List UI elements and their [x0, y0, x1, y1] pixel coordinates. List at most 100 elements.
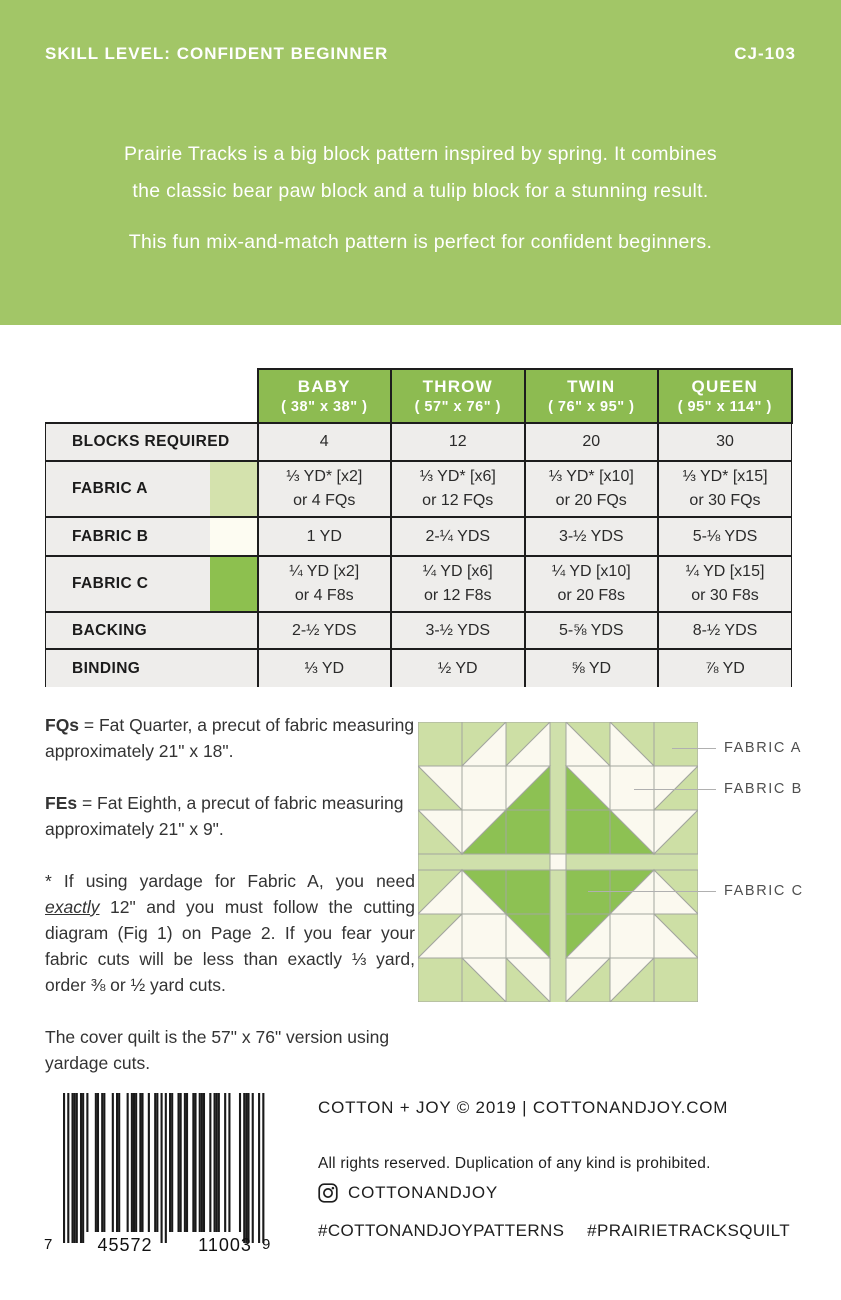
table-cell-line: or 20 FQs — [555, 492, 627, 509]
hashtag-patterns: #COTTONANDJOYPATTERNS — [318, 1221, 565, 1240]
table-cell-line: 4 — [319, 433, 329, 450]
table-cell: ⅓ YD* [x10] or 20 FQs — [523, 460, 659, 518]
table-cell: ⅓ YD* [x15] or 30 FQs — [657, 460, 792, 518]
note-text: FQs — [45, 715, 80, 735]
table-cell-line: 5-⅛ YDS — [692, 527, 758, 545]
row-label: FABRIC A — [45, 460, 259, 518]
column-header-queen: QUEEN ( 95" x 114" ) — [657, 368, 793, 423]
column-size: ( 38" x 38" ) — [281, 399, 368, 415]
table-cell: ¼ YD [x15] or 30 F8s — [657, 555, 792, 613]
table-cell: ⅓ YD — [256, 648, 392, 687]
hashtag-quilt: #PRAIRIETRACKSQUILT — [587, 1221, 790, 1240]
table-cell: 1 YD — [256, 516, 392, 557]
column-size: ( 57" x 76" ) — [414, 399, 501, 415]
table-cell-line: 12 — [448, 433, 467, 450]
table-cell-line: ⅓ YD* [x10] — [548, 468, 634, 485]
description-paragraph-1: Prairie Tracks is a big block pattern in… — [0, 136, 841, 210]
table-cell: 2-¼ YDS — [390, 516, 526, 557]
barcode-digit-group-1: 45572 — [97, 1235, 153, 1255]
table-row: BACKING 2-½ YDS 3-½ YDS 5-⅝ YDS 8-½ YDS — [45, 611, 792, 650]
note-text: = Fat Eighth, a precut of fabric measuri… — [45, 793, 404, 839]
column-name: TWIN — [567, 377, 616, 396]
table-cell: 12 — [390, 422, 526, 462]
row-label: BACKING — [45, 611, 259, 650]
column-name: THROW — [422, 377, 493, 396]
note-paragraph: * If using yardage for Fabric A, you nee… — [45, 868, 415, 998]
table-cell-line: ⅓ YD — [304, 659, 345, 677]
table-cell-line: ¼ YD [x10] — [551, 563, 631, 580]
row-label: BINDING — [45, 648, 259, 687]
fabric-c-label: FABRIC C — [724, 883, 804, 899]
fabric-swatch — [209, 462, 257, 516]
row-label-text: FABRIC A — [72, 480, 148, 497]
table-cell: 2-½ YDS — [256, 611, 392, 650]
table-row: FABRIC A ⅓ YD* [x2] or 4 FQs ⅓ YD* [x6] or 1… — [45, 460, 792, 518]
copyright-line: COTTON + JOY © 2019 | COTTONANDJOY.COM — [318, 1098, 729, 1117]
yardage-table: BABY ( 38" x 38" ) THROW ( 57" x 76" ) TWIN (… — [45, 368, 793, 687]
description-line-2: the classic bear paw block and a tulip b… — [132, 180, 709, 202]
table-cell-line: ⅓ YD* [x6] — [419, 468, 496, 485]
table-cell-line: or 30 FQs — [689, 492, 761, 509]
table-cell: 3-½ YDS — [523, 516, 659, 557]
fabric-c-leader-line — [588, 891, 716, 892]
fabric-swatch — [209, 518, 257, 555]
barcode-last-digit: 9 — [262, 1236, 271, 1253]
table-cell: ⅓ YD* [x2] or 4 FQs — [256, 460, 392, 518]
note-paragraph: FEs = Fat Eighth, a precut of fabric mea… — [45, 790, 415, 842]
table-cell: ¼ YD [x2] or 4 F8s — [256, 555, 392, 613]
note-text: FEs — [45, 793, 78, 813]
note-text: The cover quilt is the 57" x 76" version… — [45, 1027, 390, 1073]
yardage-table-header: BABY ( 38" x 38" ) THROW ( 57" x 76" ) TWIN (… — [45, 368, 793, 423]
table-cell: 3-½ YDS — [390, 611, 526, 650]
note-text: = Fat Quarter, a precut of fabric measur… — [45, 715, 415, 761]
table-cell: ⅓ YD* [x6] or 12 FQs — [390, 460, 526, 518]
table-cell-line: 8-½ YDS — [692, 621, 758, 639]
description-paragraph-2: This fun mix-and-match pattern is perfec… — [0, 224, 841, 261]
note-text: * If using yardage for Fabric A, you nee… — [45, 871, 415, 891]
row-label: FABRIC C — [45, 555, 259, 613]
row-label: FABRIC B — [45, 516, 259, 557]
fabric-a-label: FABRIC A — [724, 740, 803, 756]
column-name: BABY — [297, 377, 351, 396]
note-text: exactly — [45, 897, 100, 917]
notes-column: FQs = Fat Quarter, a precut of fabric me… — [45, 712, 415, 1102]
column-name: QUEEN — [691, 377, 758, 396]
column-size: ( 76" x 95" ) — [548, 399, 635, 415]
column-size: ( 95" x 114" ) — [677, 399, 772, 415]
quilt-block-diagram — [418, 722, 698, 1002]
table-cell: ¼ YD [x6] or 12 F8s — [390, 555, 526, 613]
table-cell-line: ⅞ YD — [705, 659, 745, 677]
note-text: 12" and you must follow the cutting diag… — [45, 897, 415, 995]
row-label: BLOCKS REQUIRED — [45, 422, 259, 462]
table-cell-line: 20 — [582, 433, 601, 450]
description-line-3: This fun mix-and-match pattern is perfec… — [128, 231, 713, 253]
table-cell-line: or 30 F8s — [691, 587, 759, 604]
table-corner-cell — [45, 369, 258, 423]
table-cell-line: ¼ YD [x15] — [685, 563, 765, 580]
hashtags-row: #COTTONANDJOYPATTERNS #PRAIRIETRACKSQUIL… — [318, 1221, 790, 1241]
table-cell-line: 3-½ YDS — [558, 527, 624, 545]
table-cell-line: 2-½ YDS — [291, 621, 357, 639]
note-paragraph: FQs = Fat Quarter, a precut of fabric me… — [45, 712, 415, 764]
row-label-text: BACKING — [72, 621, 148, 639]
instagram-handle: COTTONANDJOY — [348, 1183, 499, 1202]
table-cell-line: ¼ YD [x2] — [289, 563, 360, 580]
column-header-twin: TWIN ( 76" x 95" ) — [523, 368, 659, 423]
table-cell: ½ YD — [390, 648, 526, 687]
table-cell-line: or 12 F8s — [423, 587, 492, 604]
description-line-1: Prairie Tracks is a big block pattern in… — [124, 143, 717, 165]
barcode-digit-group-2: 11003 — [198, 1235, 252, 1255]
pattern-code: CJ-103 — [734, 44, 796, 63]
row-label-text: FABRIC C — [72, 575, 149, 592]
table-cell: 8-½ YDS — [657, 611, 792, 650]
table-cell: ¼ YD [x10] or 20 F8s — [523, 555, 659, 613]
table-cell-line: or 12 FQs — [422, 492, 494, 509]
table-cell-line: or 20 F8s — [557, 587, 626, 604]
instagram-icon — [318, 1183, 338, 1203]
row-label-text: FABRIC B — [72, 527, 149, 545]
instagram-row: COTTONANDJOY — [318, 1183, 498, 1203]
table-cell-line: or 4 FQs — [293, 492, 356, 509]
table-cell: 5-⅝ YDS — [523, 611, 659, 650]
table-row: FABRIC B 1 YD 2-¼ YDS 3-½ YDS 5-⅛ YDS — [45, 516, 792, 557]
